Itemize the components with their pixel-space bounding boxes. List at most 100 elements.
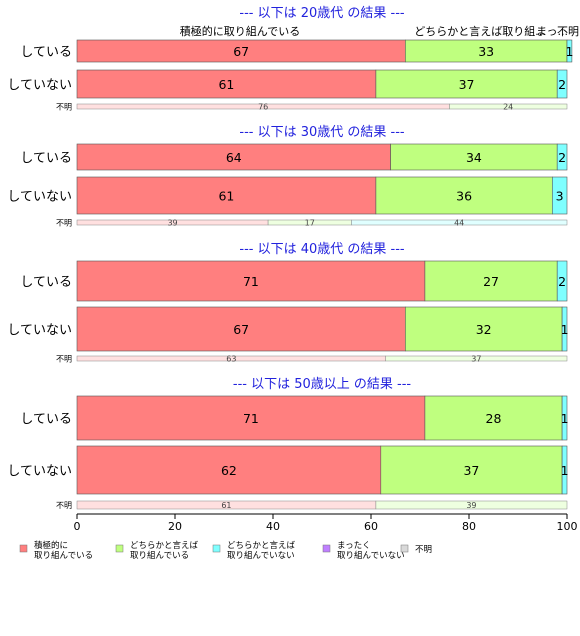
category-label: していない — [7, 190, 72, 205]
bar-segment — [76, 143, 391, 171]
missing-label: 不明 — [56, 355, 72, 364]
legend-label: 取り組んでいる — [34, 550, 93, 561]
bar-segment — [76, 69, 377, 99]
data-label: 62 — [221, 463, 237, 478]
missing-label: 不明 — [56, 219, 72, 228]
bar-segment — [76, 306, 406, 352]
bar-segment — [76, 260, 426, 302]
bar-segment — [76, 395, 426, 441]
bar-segment — [556, 143, 568, 171]
category-label: していない — [7, 78, 72, 93]
data-label: 2 — [558, 77, 566, 92]
data-label: 3 — [556, 189, 564, 204]
data-label: 33 — [478, 44, 494, 59]
data-label: 61 — [218, 189, 234, 204]
x-tick-label: 40 — [266, 520, 280, 533]
data-label: 2 — [558, 274, 566, 289]
legend-label: どちらかと言えば — [227, 540, 296, 551]
legend-label: 積極的に — [34, 540, 68, 551]
x-tick-label: 100 — [557, 520, 578, 533]
legend-label: 取り組んでいる — [130, 550, 189, 561]
top-label: 積極的に取り組んでいる — [180, 24, 300, 38]
data-label: 36 — [456, 189, 472, 204]
bar-segment — [551, 176, 568, 215]
missing-label: 不明 — [56, 501, 72, 510]
bar-segment — [76, 176, 377, 215]
missing-value-label: 63 — [226, 355, 236, 364]
legend-label: まったく — [337, 541, 371, 551]
legend-swatch — [322, 544, 331, 553]
data-label: 37 — [463, 463, 479, 478]
bar-segment — [424, 260, 558, 302]
data-label: 28 — [486, 411, 502, 426]
data-label: 64 — [226, 150, 242, 165]
data-label: 67 — [233, 44, 249, 59]
bar-segment — [76, 445, 382, 495]
data-label: 1 — [561, 411, 569, 426]
bar-segment — [556, 260, 568, 302]
panel-title: --- 以下は 50歳以上 の結果 --- — [233, 377, 412, 392]
missing-value-label: 17 — [305, 219, 315, 228]
x-tick-label: 80 — [462, 520, 476, 533]
data-label: 1 — [561, 322, 569, 337]
data-label: 1 — [565, 44, 573, 59]
data-label: 67 — [233, 322, 249, 337]
missing-segment — [449, 103, 568, 110]
data-label: 27 — [483, 274, 499, 289]
data-label: 2 — [558, 150, 566, 165]
x-tick-label: 60 — [364, 520, 378, 533]
legend-swatch — [19, 544, 28, 553]
bar-segment — [380, 445, 563, 495]
legend-swatch — [212, 544, 221, 553]
legend-swatch — [400, 544, 409, 553]
missing-value-label: 76 — [258, 103, 268, 112]
panel-title: --- 以下は 20歳代 の結果 --- — [239, 6, 405, 21]
top-label: 不明 — [557, 25, 579, 38]
missing-segment — [385, 355, 568, 362]
missing-value-label: 39 — [466, 501, 476, 510]
bar-segment — [556, 69, 568, 99]
category-label: していない — [7, 464, 72, 479]
bar-segment — [375, 176, 553, 215]
top-label: まっ... — [536, 25, 568, 38]
category-label: していない — [7, 323, 72, 338]
data-label: 1 — [561, 463, 569, 478]
legend-label: 取り組んでいない — [337, 550, 405, 561]
panel-title: --- 以下は 30歳代 の結果 --- — [239, 125, 405, 140]
data-label: 71 — [243, 411, 259, 426]
data-label: 32 — [476, 322, 492, 337]
legend-label: 不明 — [415, 545, 432, 555]
data-label: 34 — [466, 150, 482, 165]
category-label: している — [20, 151, 72, 166]
bar-segment — [375, 69, 558, 99]
legend-label: 取り組んでいない — [227, 550, 295, 561]
data-label: 61 — [218, 77, 234, 92]
legend-swatch — [115, 544, 124, 553]
category-label: している — [20, 412, 72, 427]
legend-label: どちらかと言えば — [130, 540, 199, 551]
missing-value-label: 39 — [167, 219, 177, 228]
missing-value-label: 61 — [221, 501, 231, 510]
bar-segment — [561, 395, 568, 441]
missing-label: 不明 — [56, 103, 72, 112]
missing-segment — [351, 219, 568, 226]
missing-value-label: 24 — [503, 103, 513, 112]
missing-segment — [375, 500, 568, 510]
panel-title: --- 以下は 40歳代 の結果 --- — [239, 242, 405, 257]
bar-segment — [390, 143, 558, 171]
bar-segment — [566, 39, 573, 63]
bar-segment — [424, 395, 563, 441]
top-label: どちらかと言えば取り組... — [414, 25, 546, 38]
bar-segment — [561, 306, 568, 352]
data-label: 71 — [243, 274, 259, 289]
bar-segment — [561, 445, 568, 495]
x-tick-label: 20 — [168, 520, 182, 533]
missing-value-label: 37 — [471, 355, 481, 364]
missing-value-label: 44 — [454, 219, 464, 228]
x-tick-label: 0 — [74, 520, 81, 533]
category-label: している — [20, 45, 72, 60]
data-label: 37 — [459, 77, 475, 92]
category-label: している — [20, 275, 72, 290]
